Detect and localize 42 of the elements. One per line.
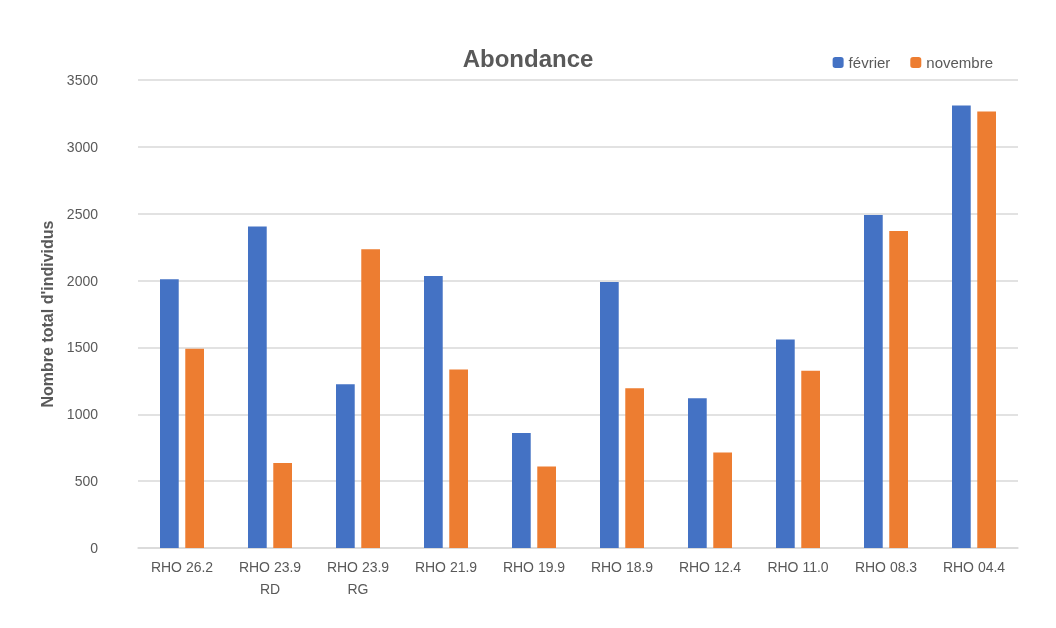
x-tick-label: RHO 19.9: [502, 559, 566, 575]
chart-title: Abondance: [462, 44, 594, 72]
bar: [248, 226, 267, 548]
bar: [160, 279, 179, 548]
legend-label: novembre: [926, 54, 993, 71]
x-tick-label: RHO 04.4: [942, 559, 1006, 575]
y-tick-label: 1500: [66, 339, 99, 356]
bar: [600, 281, 619, 548]
x-tick-label: RHO 12.4: [678, 559, 742, 575]
bar: [952, 105, 971, 548]
bar: [336, 384, 355, 548]
x-tick-label: RHO 08.3: [854, 559, 918, 575]
y-tick-label: 2000: [66, 272, 99, 289]
y-tick-label: 3000: [66, 138, 99, 155]
bar: [361, 249, 380, 548]
x-tick-label: RHO 23.9 RD: [238, 559, 302, 597]
y-tick-label: 500: [74, 473, 99, 490]
bar: [977, 111, 996, 548]
x-tick-label: RHO 26.2: [150, 559, 214, 575]
bar: [801, 370, 820, 548]
y-tick-label: 0: [90, 540, 99, 556]
bar: [273, 463, 292, 548]
bar: [625, 388, 644, 548]
bar: [864, 215, 883, 548]
x-tick-label: RHO 21.9: [414, 559, 478, 575]
bar: [889, 231, 908, 548]
x-tick-label: RHO 18.9: [590, 559, 654, 575]
bar: [688, 398, 707, 548]
legend-label: février: [848, 54, 891, 71]
bar: [713, 452, 732, 548]
bar: [537, 466, 556, 548]
bar: [512, 433, 531, 548]
bar: [424, 275, 443, 548]
bar: [776, 339, 795, 548]
x-tick-label: RHO 11.0: [767, 559, 829, 575]
y-tick-label: 3500: [66, 72, 99, 88]
bar: [449, 369, 468, 548]
x-tick-label: RHO 23.9 RG: [326, 559, 390, 597]
y-tick-label: 1000: [66, 406, 99, 423]
y-axis-title: Nombre total d'individus: [39, 220, 57, 408]
bar: [185, 348, 204, 548]
y-tick-label: 2500: [66, 205, 99, 222]
